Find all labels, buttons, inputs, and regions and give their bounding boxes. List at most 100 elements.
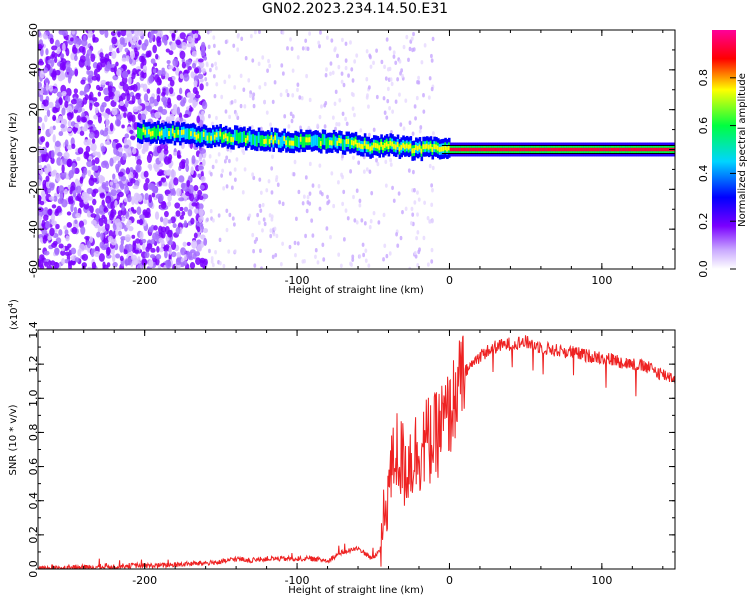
noise-speckle xyxy=(115,61,119,67)
noise-speckle xyxy=(129,135,136,140)
noise-speckle xyxy=(179,50,186,60)
ridge-middle xyxy=(250,134,254,146)
noise-speckle xyxy=(116,68,122,77)
noise-speckle xyxy=(330,38,334,43)
noise-speckle xyxy=(240,36,244,42)
noise-speckle xyxy=(420,60,424,65)
noise-speckle xyxy=(225,155,229,160)
noise-speckle xyxy=(384,76,388,81)
noise-speckle xyxy=(253,239,257,244)
ridge-core xyxy=(393,143,396,149)
ridge-core xyxy=(347,139,350,145)
noise-speckle xyxy=(220,173,224,178)
noise-speckle xyxy=(128,115,134,122)
noise-speckle xyxy=(48,85,54,92)
noise-speckle xyxy=(130,254,137,261)
ridge-core xyxy=(288,140,292,146)
noise-speckle xyxy=(419,125,423,130)
noise-speckle xyxy=(261,55,265,60)
noise-speckle xyxy=(212,35,216,40)
noise-speckle xyxy=(140,113,147,121)
ridge-core xyxy=(563,147,566,152)
noise-speckle xyxy=(430,53,433,59)
noise-speckle xyxy=(141,148,146,155)
noise-speckle xyxy=(306,46,310,51)
noise-speckle xyxy=(65,235,70,242)
ridge-core xyxy=(519,147,522,152)
noise-speckle xyxy=(209,208,213,214)
noise-speckle xyxy=(38,258,42,267)
noise-speckle xyxy=(325,67,328,72)
noise-speckle xyxy=(115,163,120,171)
ridge-core xyxy=(215,132,219,138)
ridge-core xyxy=(660,147,663,152)
noise-speckle xyxy=(123,144,130,149)
noise-speckle xyxy=(298,95,302,100)
noise-speckle xyxy=(200,234,206,240)
ridge-core xyxy=(471,147,475,152)
noise-speckle xyxy=(187,256,194,261)
ridge-core xyxy=(559,147,563,152)
noise-speckle xyxy=(171,251,177,258)
noise-speckle xyxy=(161,108,168,116)
ridge-core xyxy=(597,147,601,152)
noise-speckle xyxy=(172,151,178,156)
noise-speckle xyxy=(418,129,422,134)
spectrogram-y-ticks: -60 -40 -20 0 20 40 60 xyxy=(27,23,675,278)
noise-speckle xyxy=(335,121,339,127)
noise-speckle xyxy=(183,206,189,212)
noise-speckle xyxy=(291,114,295,119)
ridge-core xyxy=(453,147,457,152)
noise-speckle xyxy=(432,131,435,136)
ridge-middle xyxy=(279,137,283,149)
noise-speckle xyxy=(87,74,93,84)
noise-speckle xyxy=(275,177,278,183)
noise-speckle xyxy=(344,41,348,46)
noise-speckle xyxy=(417,197,421,202)
noise-speckle xyxy=(65,67,73,73)
noise-speckle xyxy=(154,164,160,173)
noise-speckle xyxy=(286,92,290,98)
noise-speckle xyxy=(152,232,158,241)
noise-speckle xyxy=(325,35,329,40)
noise-speckle xyxy=(322,257,326,262)
ridge-core xyxy=(305,137,308,143)
noise-speckle xyxy=(60,124,65,129)
ridge-core xyxy=(433,144,436,150)
noise-speckle xyxy=(281,30,285,35)
noise-speckle xyxy=(173,177,179,186)
noise-speckle xyxy=(171,32,176,38)
noise-speckle xyxy=(203,56,208,61)
ridge-core xyxy=(438,147,442,153)
ridge-core xyxy=(601,147,605,152)
noise-speckle xyxy=(86,69,90,75)
x-tick-label: 0 xyxy=(446,274,453,287)
noise-speckle xyxy=(119,37,125,45)
ridge-core xyxy=(588,147,592,152)
ridge-core xyxy=(394,144,398,150)
noise-speckle xyxy=(160,239,165,248)
noise-speckle xyxy=(214,250,217,255)
noise-speckle xyxy=(380,59,384,65)
ridge-core xyxy=(442,146,446,152)
colorbar-label: Normalized spectral amplitude xyxy=(737,73,748,227)
y-tick-label: 0.8 xyxy=(27,424,40,442)
noise-speckle xyxy=(404,206,408,211)
noise-speckle xyxy=(78,243,86,252)
noise-speckle xyxy=(230,100,234,105)
noise-speckle xyxy=(362,252,366,258)
noise-speckle xyxy=(218,260,222,266)
noise-speckle xyxy=(392,50,396,55)
ridge-core xyxy=(365,144,369,150)
ridge-core xyxy=(351,140,354,146)
ridge-core xyxy=(581,147,585,152)
ridge-core xyxy=(557,147,561,152)
noise-speckle xyxy=(202,158,206,167)
noise-speckle xyxy=(428,219,432,224)
noise-speckle xyxy=(410,221,413,226)
noise-speckle xyxy=(167,201,172,207)
noise-speckle xyxy=(50,260,56,266)
noise-speckle xyxy=(299,125,302,130)
ridge-core xyxy=(636,147,639,152)
ridge-middle xyxy=(310,136,314,148)
